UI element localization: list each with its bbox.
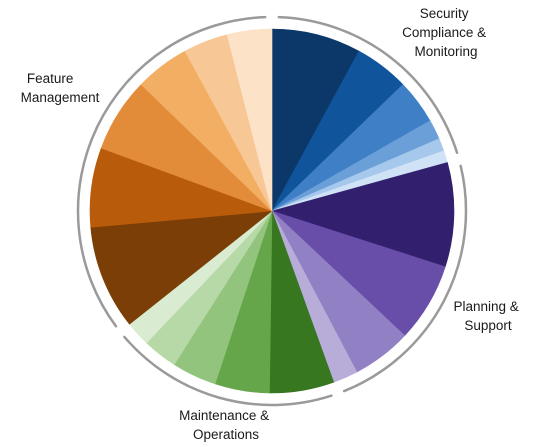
group-label-security-line-1: Security	[420, 6, 469, 21]
group-arc-2	[342, 164, 468, 393]
group-label-planning: Planning & Support	[453, 299, 522, 333]
pie-slice-g4-1	[90, 210, 273, 325]
group-label-security: Security Compliance & Monitoring	[402, 6, 490, 59]
group-arcs	[76, 15, 468, 407]
group-label-feature-line-2: Management	[21, 90, 100, 105]
group-label-security-line-2: Compliance &	[402, 25, 486, 40]
pie-slice-g2-1	[270, 162, 455, 268]
group-arc-4	[76, 15, 267, 328]
group-label-security-line-3: Monitoring	[414, 44, 477, 59]
group-arc-1	[277, 15, 459, 155]
group-label-feature-line-1: Feature	[27, 71, 74, 86]
pie-slice-g1-1	[271, 28, 360, 212]
group-label-maintenance-line-2: Operations	[193, 427, 259, 442]
group-label-maintenance-line-1: Maintenance &	[179, 408, 269, 423]
group-arc-3	[123, 335, 333, 407]
pie-slices	[89, 28, 455, 394]
group-label-feature: Feature Management	[21, 71, 100, 105]
group-label-maintenance: Maintenance & Operations	[179, 408, 273, 442]
group-label-planning-line-1: Planning &	[453, 299, 518, 314]
pie-slice-g4-6	[226, 28, 273, 212]
group-label-planning-line-2: Support	[464, 318, 512, 333]
